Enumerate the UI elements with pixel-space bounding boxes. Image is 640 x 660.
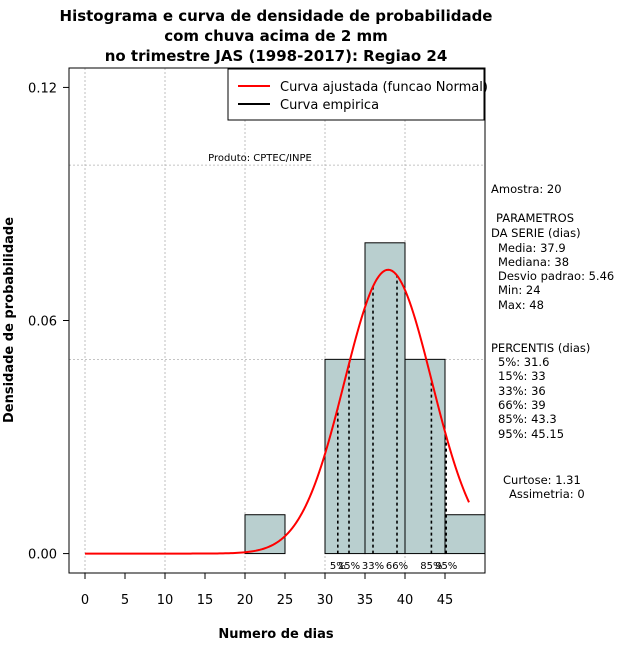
- param-mean: Media: 37.9: [498, 241, 566, 255]
- histogram-bar-4: [404, 358, 446, 555]
- x-tick-label-20: 20: [237, 593, 254, 608]
- x-tick-label-10: 10: [157, 593, 174, 608]
- histogram-bar-3: [364, 242, 406, 555]
- percentile-lines: [336, 275, 448, 554]
- x-tick-label-25: 25: [277, 593, 294, 608]
- param-min: Min: 24: [498, 283, 541, 297]
- param-median: Mediana: 38: [498, 255, 569, 269]
- x-tick-label-15: 15: [197, 593, 214, 608]
- y-tick-label-2: 0.12: [28, 81, 57, 96]
- percentile-label-85%: 85%: [420, 561, 442, 572]
- param-sd: Desvio padrao: 5.46: [498, 269, 614, 283]
- percentile-66: 66%: 39: [498, 398, 546, 412]
- legend-box: [227, 68, 485, 121]
- histogram-bars: [244, 242, 486, 555]
- percentile-label-5%: 5%: [330, 561, 346, 572]
- y-axis-title: Densidade de probabilidade: [2, 217, 17, 423]
- percentile-labels: 5%15% 33% 66% 85%95%: [330, 561, 457, 572]
- params-title-2: DA SERIE (dias): [491, 226, 581, 240]
- kurtosis: Curtose: 1.31: [503, 473, 581, 487]
- y-axis: 0.00 0.06 0.12: [28, 81, 69, 563]
- percentile-label-15%: 15%: [338, 561, 360, 572]
- x-tick-label-45: 45: [437, 593, 454, 608]
- chart-title-line-1: Histograma e curva de densidade de proba…: [60, 7, 493, 25]
- percentile-label-33%: 33%: [362, 561, 384, 572]
- percentile-85: 85%: 43.3: [498, 412, 557, 426]
- y-tick-label-0: 0.00: [28, 548, 57, 563]
- histogram-bar-2: [324, 358, 366, 555]
- percentile-5: 5%: 31.6: [498, 355, 549, 369]
- skewness: Assimetria: 0: [509, 487, 585, 501]
- param-max: Max: 48: [498, 298, 544, 312]
- params-title-1: PARAMETROS: [496, 211, 574, 225]
- y-tick-label-1: 0.06: [28, 315, 57, 330]
- normal-curve: [85, 268, 470, 555]
- x-axis-title: Numero de dias: [218, 627, 334, 642]
- x-tick-label-5: 5: [121, 593, 129, 608]
- legend-label-fit: Curva ajustada (funcao Normal): [280, 80, 488, 95]
- normal-curve-path: [85, 268, 470, 555]
- chart-title-line-2: com chuva acima de 2 mm: [164, 27, 388, 45]
- percentile-label-66%: 66%: [386, 561, 408, 572]
- histogram-bar-0: [244, 514, 286, 555]
- x-tick-label-0: 0: [81, 593, 89, 608]
- product-label: Produto: CPTEC/INPE: [208, 153, 312, 164]
- x-tick-label-35: 35: [357, 593, 374, 608]
- percentile-label-95%: 95%: [435, 561, 457, 572]
- percentile-33: 33%: 36: [498, 384, 546, 398]
- x-axis: 0 5 10 15 20 25 30 35 40 45: [81, 573, 453, 608]
- legend: Curva ajustada (funcao Normal) Curva emp…: [227, 68, 488, 121]
- percentiles-title: PERCENTIS (dias): [491, 341, 590, 355]
- x-tick-label-40: 40: [397, 593, 414, 608]
- sample-size: Amostra: 20: [491, 182, 562, 196]
- x-tick-label-30: 30: [317, 593, 334, 608]
- legend-label-empirical: Curva empirica: [280, 98, 379, 113]
- chart-title-line-3: no trimestre JAS (1998-2017): Regiao 24: [105, 47, 448, 65]
- histogram-bar-5: [444, 514, 486, 555]
- percentile-95: 95%: 45.15: [498, 427, 564, 441]
- percentile-15: 15%: 33: [498, 369, 546, 383]
- side-panel: Amostra: 20 PARAMETROS DA SERIE (dias) M…: [491, 182, 614, 501]
